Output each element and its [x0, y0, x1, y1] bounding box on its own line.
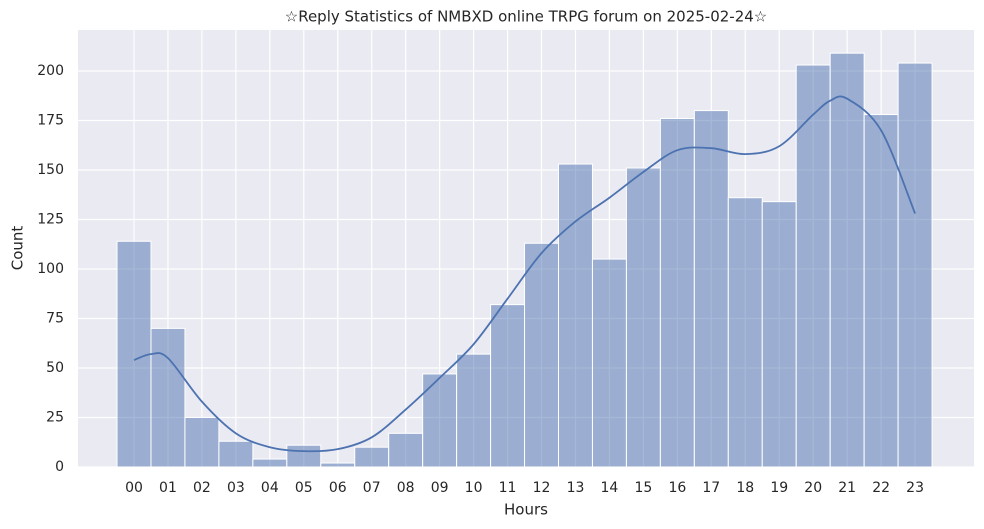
- y-tick-label: 50: [46, 360, 64, 376]
- y-tick-label: 0: [55, 459, 64, 475]
- bar: [286, 444, 322, 468]
- x-tick-label: 18: [736, 480, 754, 496]
- x-tick-label: 10: [465, 480, 483, 496]
- x-tick-label: 09: [431, 480, 449, 496]
- bar: [863, 114, 899, 468]
- bar: [218, 440, 254, 468]
- bar: [524, 242, 559, 468]
- bar: [490, 304, 526, 468]
- y-tick-label: 125: [37, 211, 64, 227]
- x-tick-label: 13: [567, 480, 585, 496]
- y-tick-label: 75: [46, 310, 64, 326]
- bar: [727, 197, 763, 468]
- x-tick-label: 11: [499, 480, 517, 496]
- bar: [422, 373, 458, 468]
- kde-line: [133, 95, 916, 453]
- bar: [116, 240, 152, 468]
- x-tick-label: 21: [838, 480, 856, 496]
- x-tick-label: 01: [159, 480, 177, 496]
- x-tick-label: 16: [668, 480, 686, 496]
- bar: [761, 201, 797, 468]
- bar: [388, 432, 424, 468]
- bar: [456, 353, 492, 468]
- x-tick-label: 07: [363, 480, 381, 496]
- y-tick-label: 100: [37, 261, 64, 277]
- x-tick-label: 22: [872, 480, 890, 496]
- bar: [693, 110, 729, 468]
- bar: [591, 258, 627, 468]
- bar: [320, 462, 356, 468]
- x-tick-label: 04: [261, 480, 279, 496]
- x-tick-label: 03: [227, 480, 245, 496]
- bar: [184, 416, 220, 468]
- x-tick-label: 12: [533, 480, 551, 496]
- x-tick-label: 00: [125, 480, 143, 496]
- chart-title: ☆Reply Statistics of NMBXD online TRPG f…: [285, 8, 768, 26]
- bar: [150, 327, 186, 468]
- x-tick-label: 23: [906, 480, 924, 496]
- bar: [897, 62, 933, 468]
- x-tick-label: 02: [193, 480, 211, 496]
- bar: [558, 163, 593, 468]
- x-tick-label: 19: [770, 480, 788, 496]
- bar: [252, 458, 288, 468]
- bar: [659, 118, 695, 468]
- bar: [795, 64, 831, 468]
- x-tick-label: 06: [329, 480, 347, 496]
- x-tick-label: 08: [397, 480, 415, 496]
- x-tick-label: 20: [804, 480, 822, 496]
- y-tick-label: 175: [37, 112, 64, 128]
- y-axis-label: Count: [9, 226, 27, 271]
- x-tick-label: 15: [634, 480, 652, 496]
- y-tick-label: 150: [37, 162, 64, 178]
- bar: [625, 167, 661, 468]
- x-tick-label: 14: [601, 480, 619, 496]
- x-axis-label: Hours: [504, 501, 548, 519]
- bar: [354, 446, 390, 468]
- x-tick-label: 05: [295, 480, 313, 496]
- y-tick-label: 200: [37, 63, 64, 79]
- x-tick-label: 17: [702, 480, 720, 496]
- bar: [829, 52, 865, 468]
- y-tick-label: 25: [46, 409, 64, 425]
